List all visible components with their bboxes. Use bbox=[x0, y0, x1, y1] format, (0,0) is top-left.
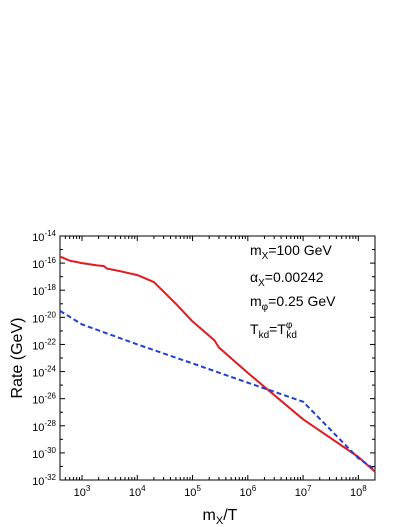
x-tick-label: 106 bbox=[239, 484, 256, 499]
plot-frame bbox=[59, 235, 376, 481]
y-axis-title: Rate (GeV) bbox=[9, 318, 26, 399]
y-tick-label: 10-26 bbox=[32, 392, 56, 407]
y-tick-label: 10-18 bbox=[32, 283, 56, 298]
parameter-annotations: mX=100 GeV αX=0.00242 mφ=0.25 GeV Tkd=Tφ… bbox=[250, 242, 336, 341]
annotation-kinetic-decoupling: Tkd=Tφ kd bbox=[250, 320, 297, 341]
y-axis-ticks: 10-14 10-16 10-18 10-20 10-22 10-24 10-26 10-28… bbox=[32, 229, 375, 488]
x-tick-label: 108 bbox=[350, 484, 367, 499]
y-tick-label: 10-22 bbox=[32, 337, 56, 352]
y-tick-label: 10-32 bbox=[32, 473, 56, 488]
y-tick-label: 10-30 bbox=[32, 446, 56, 461]
y-tick-label: 10-28 bbox=[32, 419, 56, 434]
dashed-rate-curve bbox=[59, 310, 376, 471]
annotation-mass: mX=100 GeV bbox=[250, 242, 332, 262]
x-tick-label: 103 bbox=[74, 484, 91, 499]
y-tick-label: 10-20 bbox=[32, 310, 56, 325]
x-tick-label: 107 bbox=[295, 484, 312, 499]
y-tick-label: 10-24 bbox=[32, 365, 56, 380]
annotation-mediator-mass: mφ=0.25 GeV bbox=[250, 293, 336, 313]
y-tick-label: 10-16 bbox=[32, 256, 56, 271]
y-tick-label: 10-14 bbox=[32, 229, 56, 244]
x-axis-title: mX/T bbox=[203, 507, 238, 527]
annotation-coupling: αX=0.00242 bbox=[250, 269, 324, 289]
series-layer bbox=[59, 255, 376, 473]
x-tick-label: 104 bbox=[129, 484, 146, 499]
solid-rate-curve bbox=[59, 255, 376, 473]
x-tick-label: 105 bbox=[184, 484, 201, 499]
x-axis-ticks: 103 104 105 106 107 108 bbox=[59, 236, 376, 499]
